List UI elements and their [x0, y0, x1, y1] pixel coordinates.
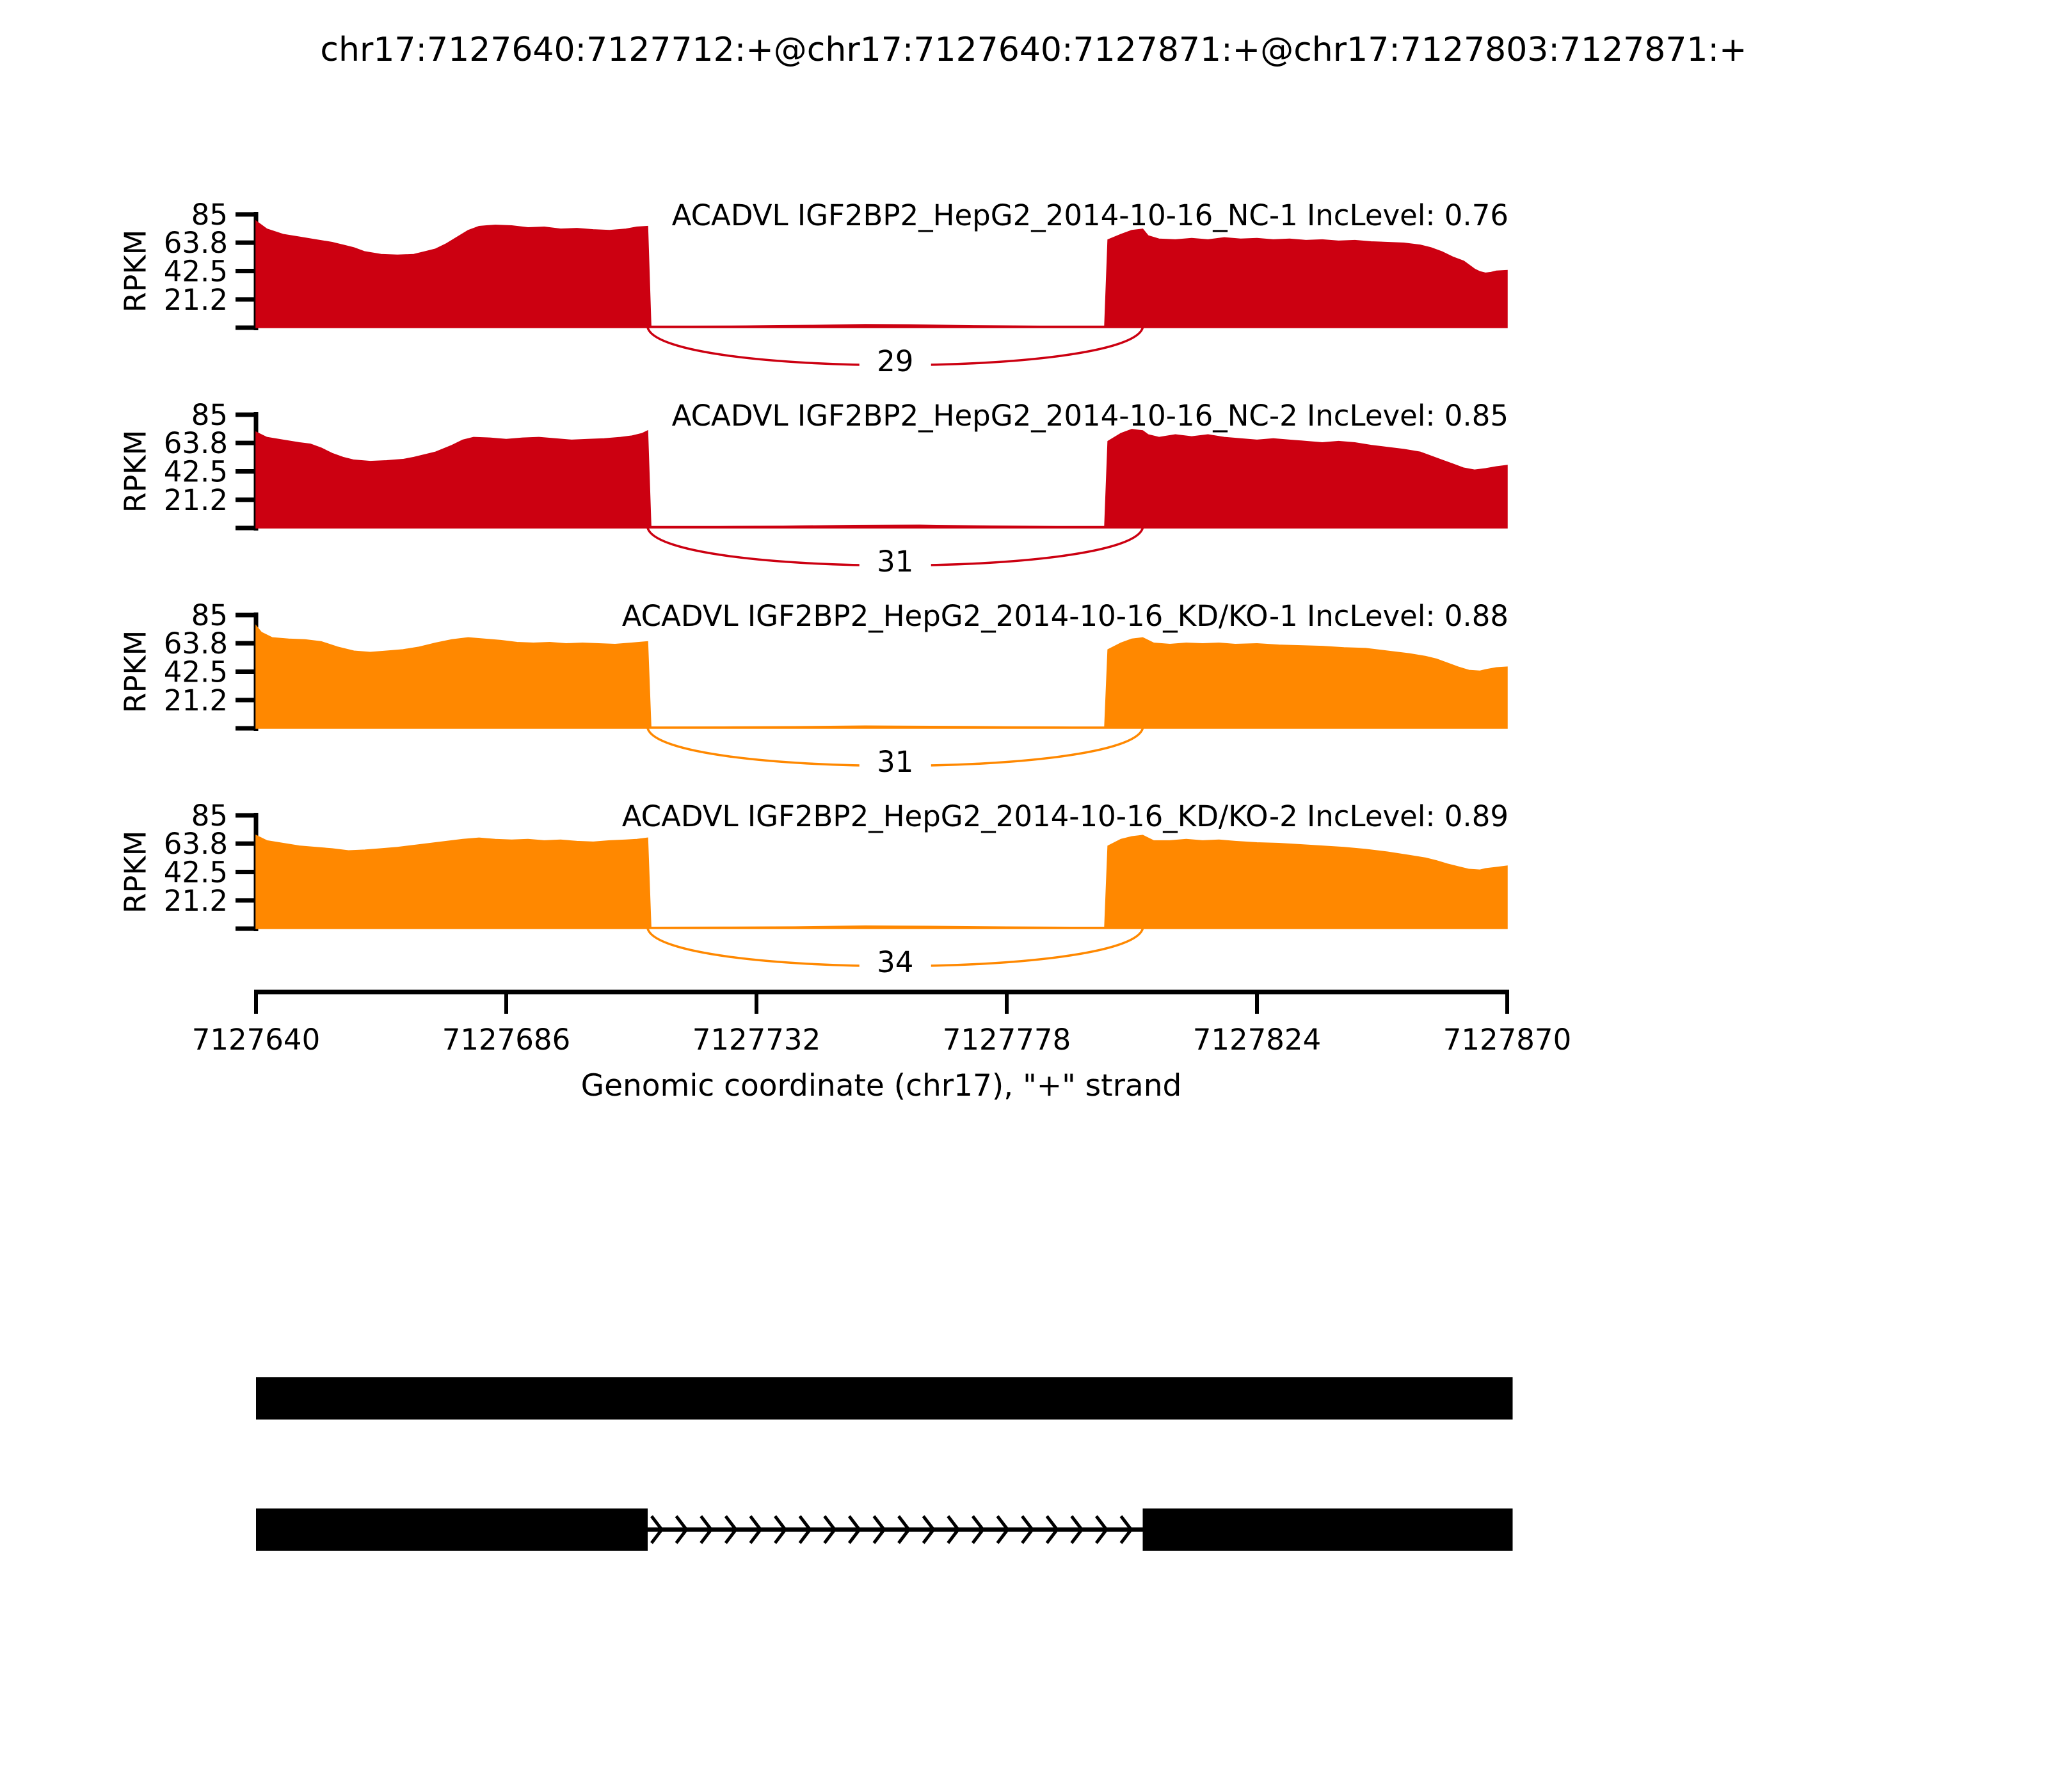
junction-count-backdrop: [859, 346, 931, 378]
y-tick-label: 42.5: [164, 455, 228, 489]
strand-arrow-icon: [996, 1515, 1010, 1544]
track-label: ACADVL IGF2BP2_HepG2_2014-10-16_NC-2 Inc…: [672, 399, 1508, 433]
y-tick-label: 21.2: [164, 884, 228, 918]
y-tick-label: 63.8: [164, 426, 228, 460]
strand-arrow-icon: [922, 1515, 936, 1544]
y-tick-label: 85: [191, 198, 228, 232]
strand-arrow-icon: [650, 1515, 664, 1544]
x-axis: 7127640 7127686 7127732 7127778 7127824 71278…: [192, 989, 1571, 1057]
coverage-area: [255, 624, 1508, 729]
junction-count-label: 34: [877, 945, 913, 979]
isoform-2: [256, 1508, 1513, 1551]
strand-arrow-icon: [1119, 1515, 1133, 1544]
y-axis-label: RPKM: [118, 831, 153, 914]
y-tick-label: 63.8: [164, 226, 228, 260]
strand-arrow-icon: [823, 1515, 837, 1544]
x-tick-label: 7127870: [1443, 1023, 1571, 1057]
strand-arrow-icon: [947, 1515, 961, 1544]
strand-arrow-icon: [675, 1515, 689, 1544]
junction-count-backdrop: [859, 947, 931, 979]
strand-arrow-icon: [1045, 1515, 1059, 1544]
x-axis-title: Genomic coordinate (chr17), "+" strand: [581, 1068, 1182, 1103]
junction-count-label: 31: [877, 545, 913, 579]
exon-block: [256, 1508, 648, 1551]
y-axis-label: RPKM: [118, 430, 153, 513]
x-tick-label: 7127824: [1193, 1023, 1321, 1057]
strand-arrow-icon: [1070, 1515, 1084, 1544]
y-axis-label: RPKM: [118, 630, 153, 714]
strand-arrow-icon: [1094, 1515, 1109, 1544]
y-tick-label: 85: [191, 598, 228, 632]
y-tick-label: 42.5: [164, 255, 228, 289]
x-tick-label: 7127778: [943, 1023, 1071, 1057]
strand-arrow-icon: [700, 1515, 714, 1544]
strand-arrow-icon: [872, 1515, 886, 1544]
x-tick-label: 7127686: [442, 1023, 570, 1057]
y-tick-label: 21.2: [164, 684, 228, 717]
y-axis-label: RPKM: [118, 230, 153, 313]
y-tick-label: 42.5: [164, 856, 228, 890]
exon-block: [256, 1377, 1513, 1420]
junction-count-label: 29: [877, 344, 913, 378]
strand-arrow-icon: [897, 1515, 911, 1544]
coverage-area: [255, 429, 1508, 529]
y-tick-label: 21.2: [164, 483, 228, 517]
x-tick-label: 7127640: [192, 1023, 320, 1057]
strand-arrow-icon: [798, 1515, 812, 1544]
track-label: ACADVL IGF2BP2_HepG2_2014-10-16_KD/KO-1 …: [622, 599, 1508, 633]
strand-arrow-icon: [971, 1515, 986, 1544]
figure-title: chr17:7127640:7127712:+@chr17:7127640:71…: [320, 31, 1747, 69]
y-tick-label: 63.8: [164, 627, 228, 660]
y-tick-label: 85: [191, 799, 228, 833]
isoform-1: [256, 1377, 1513, 1420]
gene-model: [256, 1377, 1513, 1551]
x-tick-label: 7127732: [692, 1023, 820, 1057]
strand-arrow-icon: [1021, 1515, 1035, 1544]
strand-arrow-icon: [774, 1515, 788, 1544]
strand-arrow-icon: [847, 1515, 861, 1544]
coverage-area: [255, 220, 1508, 328]
y-tick-label: 21.2: [164, 283, 228, 317]
coverage-area: [255, 834, 1508, 929]
y-tick-label: 42.5: [164, 655, 228, 689]
junction-count-backdrop: [859, 546, 931, 578]
y-tick-label: 85: [191, 398, 228, 432]
track-label: ACADVL IGF2BP2_HepG2_2014-10-16_KD/KO-2 …: [622, 799, 1508, 833]
track-label: ACADVL IGF2BP2_HepG2_2014-10-16_NC-1 Inc…: [672, 198, 1508, 232]
strand-arrow-icon: [724, 1515, 738, 1544]
strand-arrow-icon: [749, 1515, 763, 1544]
junction-count-backdrop: [859, 746, 931, 778]
y-tick-label: 63.8: [164, 827, 228, 861]
junction-count-label: 31: [877, 745, 913, 779]
exon-block: [1142, 1508, 1513, 1551]
